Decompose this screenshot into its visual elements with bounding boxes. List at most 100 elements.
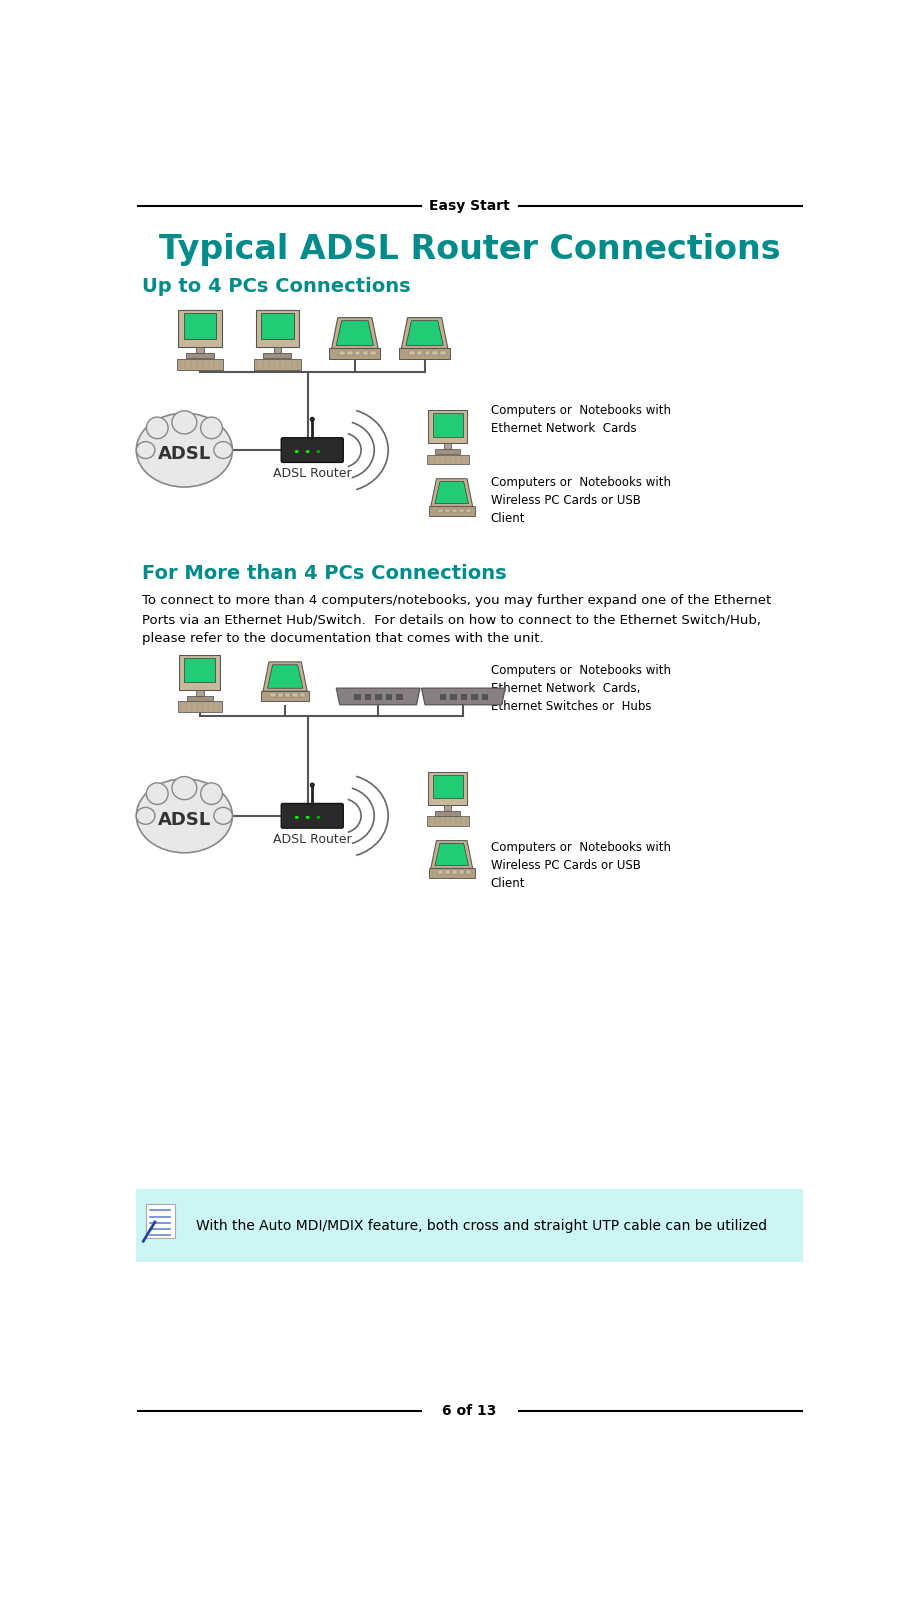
Ellipse shape xyxy=(305,817,310,818)
FancyBboxPatch shape xyxy=(183,314,216,339)
Polygon shape xyxy=(402,317,447,349)
Polygon shape xyxy=(422,688,505,704)
Text: To connect to more than 4 computers/notebooks, you may further expand one of the: To connect to more than 4 computers/note… xyxy=(142,594,771,645)
Polygon shape xyxy=(268,664,303,688)
Polygon shape xyxy=(329,349,381,359)
FancyBboxPatch shape xyxy=(256,311,299,347)
Text: Easy Start: Easy Start xyxy=(429,199,510,213)
Ellipse shape xyxy=(294,817,299,818)
FancyBboxPatch shape xyxy=(282,437,343,463)
FancyBboxPatch shape xyxy=(178,311,222,347)
Text: ADSL Router: ADSL Router xyxy=(273,833,351,845)
FancyBboxPatch shape xyxy=(386,693,392,700)
Ellipse shape xyxy=(172,411,197,434)
FancyBboxPatch shape xyxy=(436,448,460,453)
Text: For More than 4 PCs Connections: For More than 4 PCs Connections xyxy=(142,564,506,583)
Ellipse shape xyxy=(214,807,232,825)
Ellipse shape xyxy=(316,450,320,453)
FancyBboxPatch shape xyxy=(433,351,437,354)
Ellipse shape xyxy=(201,783,222,804)
FancyBboxPatch shape xyxy=(428,410,468,443)
Ellipse shape xyxy=(172,776,197,799)
FancyBboxPatch shape xyxy=(433,413,462,437)
FancyBboxPatch shape xyxy=(425,351,430,354)
FancyBboxPatch shape xyxy=(452,871,457,874)
Text: Up to 4 PCs Connections: Up to 4 PCs Connections xyxy=(142,277,411,296)
FancyBboxPatch shape xyxy=(458,871,464,874)
Ellipse shape xyxy=(137,413,232,487)
FancyBboxPatch shape xyxy=(370,351,376,354)
Polygon shape xyxy=(337,320,373,346)
FancyBboxPatch shape xyxy=(452,509,457,512)
FancyBboxPatch shape xyxy=(362,351,368,354)
Ellipse shape xyxy=(305,450,310,453)
FancyBboxPatch shape xyxy=(354,693,360,700)
Text: ADSL: ADSL xyxy=(158,810,211,829)
FancyBboxPatch shape xyxy=(437,871,443,874)
FancyBboxPatch shape xyxy=(427,455,469,464)
FancyBboxPatch shape xyxy=(179,655,220,690)
Ellipse shape xyxy=(137,778,232,853)
Ellipse shape xyxy=(316,817,320,818)
FancyBboxPatch shape xyxy=(440,351,446,354)
FancyBboxPatch shape xyxy=(186,354,214,359)
Ellipse shape xyxy=(147,418,168,439)
FancyBboxPatch shape xyxy=(293,693,298,696)
Polygon shape xyxy=(332,317,378,349)
FancyBboxPatch shape xyxy=(396,693,402,700)
FancyBboxPatch shape xyxy=(427,817,469,826)
FancyBboxPatch shape xyxy=(417,351,423,354)
FancyBboxPatch shape xyxy=(177,359,223,370)
FancyBboxPatch shape xyxy=(273,347,282,354)
Text: Computers or  Notebooks with
Ethernet Network  Cards,
Ethernet Switches or  Hubs: Computers or Notebooks with Ethernet Net… xyxy=(491,664,670,714)
Polygon shape xyxy=(260,692,309,701)
FancyBboxPatch shape xyxy=(450,693,456,700)
FancyBboxPatch shape xyxy=(365,693,370,700)
FancyBboxPatch shape xyxy=(261,314,293,339)
FancyBboxPatch shape xyxy=(466,871,470,874)
FancyBboxPatch shape xyxy=(184,658,215,682)
Text: Typical ADSL Router Connections: Typical ADSL Router Connections xyxy=(159,234,780,266)
FancyBboxPatch shape xyxy=(436,810,460,817)
FancyBboxPatch shape xyxy=(428,772,468,805)
FancyBboxPatch shape xyxy=(196,347,204,354)
Polygon shape xyxy=(435,844,469,866)
Text: With the Auto MDI/MDIX feature, both cross and straight UTP cable can be utilize: With the Auto MDI/MDIX feature, both cro… xyxy=(196,1218,768,1233)
FancyBboxPatch shape xyxy=(439,693,446,700)
FancyBboxPatch shape xyxy=(137,1190,802,1263)
FancyBboxPatch shape xyxy=(433,775,462,799)
Polygon shape xyxy=(431,841,472,868)
Text: 6 of 13: 6 of 13 xyxy=(442,1404,497,1418)
FancyBboxPatch shape xyxy=(355,351,360,354)
FancyBboxPatch shape xyxy=(445,871,449,874)
FancyBboxPatch shape xyxy=(445,509,449,512)
FancyBboxPatch shape xyxy=(285,693,291,696)
Ellipse shape xyxy=(147,783,168,804)
Polygon shape xyxy=(263,661,307,692)
FancyBboxPatch shape xyxy=(263,354,292,359)
Polygon shape xyxy=(429,868,475,877)
Polygon shape xyxy=(399,349,450,359)
FancyBboxPatch shape xyxy=(339,351,345,354)
FancyBboxPatch shape xyxy=(481,693,487,700)
Text: ADSL: ADSL xyxy=(158,445,211,463)
FancyBboxPatch shape xyxy=(348,351,352,354)
Ellipse shape xyxy=(201,418,222,439)
Polygon shape xyxy=(406,320,443,346)
FancyBboxPatch shape xyxy=(300,693,305,696)
Text: Computers or  Notebooks with
Ethernet Network  Cards: Computers or Notebooks with Ethernet Net… xyxy=(491,403,670,435)
FancyBboxPatch shape xyxy=(271,693,275,696)
Polygon shape xyxy=(435,482,469,504)
FancyBboxPatch shape xyxy=(445,443,451,448)
FancyBboxPatch shape xyxy=(445,805,451,810)
FancyBboxPatch shape xyxy=(146,1204,175,1238)
Ellipse shape xyxy=(214,442,232,458)
FancyBboxPatch shape xyxy=(409,351,414,354)
FancyBboxPatch shape xyxy=(187,695,213,701)
FancyBboxPatch shape xyxy=(254,359,301,370)
Polygon shape xyxy=(429,506,475,516)
FancyBboxPatch shape xyxy=(375,693,381,700)
Ellipse shape xyxy=(310,418,315,421)
FancyBboxPatch shape xyxy=(458,509,464,512)
FancyBboxPatch shape xyxy=(178,701,222,711)
